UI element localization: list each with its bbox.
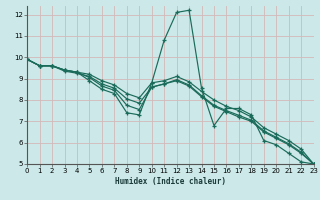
X-axis label: Humidex (Indice chaleur): Humidex (Indice chaleur) (115, 177, 226, 186)
